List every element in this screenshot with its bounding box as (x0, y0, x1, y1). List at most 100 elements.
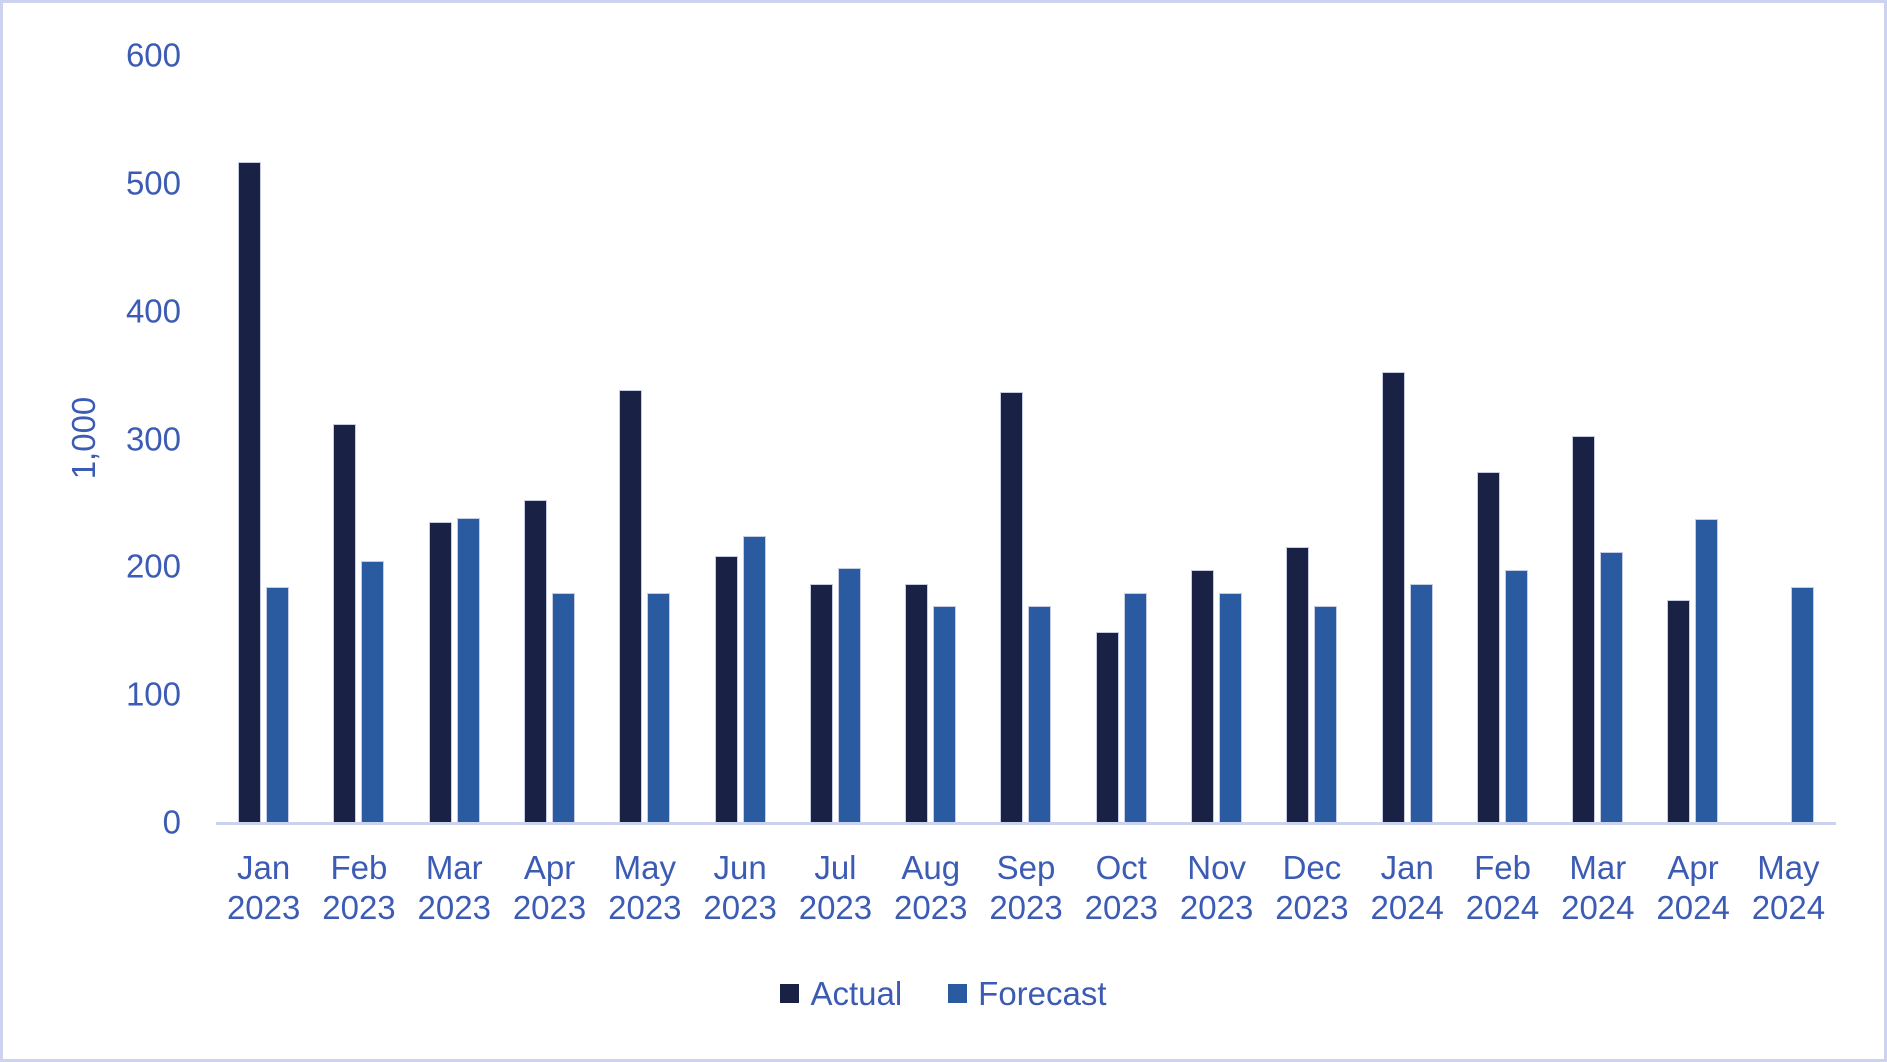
bar-forecast (647, 593, 671, 822)
year-label: 2024 (1561, 889, 1635, 926)
year-label: 2023 (417, 889, 491, 926)
bar-group-aug-2023 (905, 55, 957, 822)
bar-forecast (1123, 593, 1147, 822)
bar-actual (905, 584, 929, 822)
year-label: 2024 (1656, 889, 1730, 926)
bar-forecast (837, 567, 861, 822)
legend-item-forecast: Forecast (948, 975, 1107, 1012)
x-axis-label: Jan 2023 (216, 848, 311, 928)
x-axis-label: Dec 2023 (1264, 848, 1359, 928)
x-axis-label: Oct 2023 (1074, 848, 1169, 928)
bar-group-feb-2023 (333, 55, 385, 822)
bar-forecast (1504, 570, 1528, 822)
year-label: 2023 (1275, 889, 1349, 926)
bar-group-dec-2023 (1286, 55, 1338, 822)
y-tick-label: 100 (125, 675, 181, 713)
year-label: 2023 (798, 889, 873, 926)
bar-actual (1190, 570, 1214, 822)
month-label: Nov (1187, 849, 1246, 886)
bar-group-oct-2023 (1095, 55, 1147, 822)
bar-actual (1667, 599, 1691, 822)
month-label: Apr (1667, 849, 1719, 886)
x-axis-label: Jan 2024 (1360, 848, 1455, 928)
legend-swatch-forecast-icon (948, 984, 968, 1003)
bar-group-feb-2024 (1476, 55, 1528, 822)
month-label: Oct (1095, 849, 1147, 886)
month-label: May (613, 849, 676, 886)
x-axis-label: Nov 2023 (1169, 848, 1264, 928)
bar-forecast (933, 605, 957, 822)
bar-forecast (1695, 519, 1719, 822)
bar-forecast (266, 586, 290, 822)
bar-group-jan-2023 (238, 55, 290, 822)
month-label: Sep (996, 849, 1056, 886)
bar-group-nov-2023 (1190, 55, 1242, 822)
month-label: Feb (330, 849, 388, 886)
bar-actual (1286, 547, 1310, 822)
x-axis-label: Apr 2023 (502, 848, 597, 928)
legend-item-actual: Actual (780, 977, 902, 1010)
bar-actual (619, 389, 643, 822)
legend: Actual Forecast (3, 977, 1884, 1010)
year-label: 2023 (703, 889, 777, 926)
x-axis-label: Aug 2023 (883, 848, 978, 928)
month-label: Jan (237, 849, 291, 886)
bar-actual (1381, 372, 1405, 822)
y-tick-label: 300 (125, 420, 181, 457)
bar-actual (428, 521, 452, 822)
year-label: 2023 (322, 889, 396, 926)
bar-forecast (1409, 584, 1433, 822)
bar-actual (1095, 631, 1119, 822)
y-tick-label: 200 (125, 547, 181, 585)
month-label: Feb (1474, 849, 1531, 886)
y-tick-label: 500 (125, 164, 181, 202)
x-axis-label: Apr 2024 (1645, 848, 1740, 928)
bar-group-mar-2024 (1572, 55, 1624, 822)
legend-swatch-actual-icon (780, 984, 800, 1003)
bar-forecast (551, 593, 575, 822)
year-label: 2023 (1179, 889, 1254, 926)
year-label: 2024 (1370, 889, 1444, 926)
bar-group-sep-2023 (1000, 55, 1052, 822)
bar-forecast (1218, 593, 1242, 822)
year-label: 2023 (989, 889, 1063, 926)
bar-group-apr-2023 (523, 55, 575, 822)
month-label: Apr (523, 849, 576, 886)
year-label: 2023 (608, 889, 682, 926)
year-label: 2023 (1084, 889, 1159, 926)
month-label: Jun (713, 849, 767, 886)
bar-actual (1572, 435, 1596, 822)
legend-label-forecast: Forecast (978, 975, 1107, 1012)
x-axis-label: Sep 2023 (978, 848, 1073, 928)
x-axis-label: Jul 2023 (788, 848, 883, 928)
month-label: Aug (901, 849, 961, 886)
year-label: 2023 (894, 889, 968, 926)
bar-forecast (361, 561, 385, 822)
x-axis-label: Mar 2023 (407, 848, 502, 928)
y-tick-label: 400 (125, 292, 181, 330)
bar-group-mar-2023 (428, 55, 480, 822)
x-axis-labels: Jan 2023 Feb 2023 Mar 2023 Apr 2023 May 2023 Jun 20… (216, 848, 1836, 928)
month-label: Jan (1380, 849, 1434, 886)
y-tick-label: 600 (125, 36, 181, 74)
x-axis-label: May 2023 (597, 848, 692, 928)
x-axis-label: Mar 2024 (1550, 848, 1645, 928)
bar-actual (1000, 392, 1024, 822)
plot-area (216, 55, 1836, 825)
bar-actual (809, 584, 833, 822)
bar-forecast (1790, 586, 1814, 822)
bar-forecast (456, 517, 480, 822)
bar-actual (523, 499, 547, 822)
bar-forecast (742, 535, 766, 822)
year-label: 2023 (512, 889, 587, 926)
month-label: Jul (814, 849, 857, 886)
bar-group-jan-2024 (1381, 55, 1433, 822)
bar-actual (714, 556, 738, 822)
bar-forecast (1600, 552, 1624, 822)
bar-actual (238, 162, 262, 822)
x-axis-label: May 2024 (1741, 848, 1836, 928)
x-axis-label: Feb 2024 (1455, 848, 1550, 928)
month-label: Mar (425, 849, 483, 886)
bar-actual (333, 424, 357, 822)
